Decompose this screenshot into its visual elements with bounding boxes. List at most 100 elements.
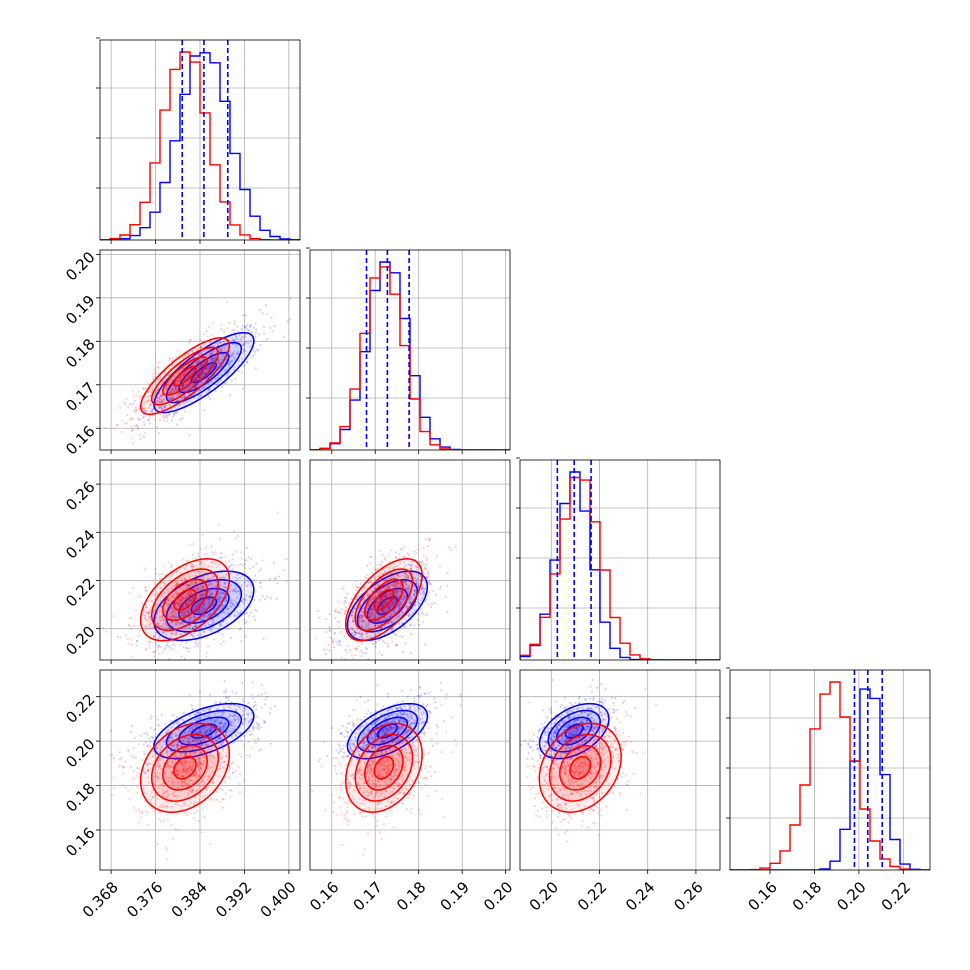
scatter-point	[211, 561, 214, 564]
scatter-point	[133, 400, 136, 403]
scatter-point	[144, 625, 147, 628]
scatter-point	[192, 565, 195, 568]
scatter-point	[188, 379, 191, 382]
scatter-point	[193, 579, 196, 583]
scatter-point	[219, 577, 223, 580]
scatter-point	[195, 362, 198, 365]
scatter-point	[401, 635, 404, 638]
scatter-point	[164, 626, 167, 629]
scatter-point	[236, 350, 239, 353]
scatter-point	[212, 357, 216, 360]
scatter-point	[134, 609, 137, 612]
scatter-point	[415, 578, 418, 581]
scatter-point	[266, 338, 269, 341]
scatter-point	[159, 395, 162, 398]
scatter-point	[373, 617, 376, 620]
scatter-point	[101, 626, 105, 630]
scatter-point	[151, 387, 154, 390]
scatter-point	[389, 603, 392, 607]
scatter-point	[188, 593, 192, 596]
scatter-point	[427, 581, 431, 585]
scatter-point	[150, 409, 153, 412]
scatter-point	[217, 359, 220, 362]
scatter-point	[217, 597, 220, 601]
scatter-point	[360, 616, 364, 619]
scatter-point	[167, 598, 170, 601]
scatter-point	[262, 719, 265, 722]
scatter-point	[211, 618, 214, 621]
scatter-point	[191, 582, 194, 585]
scatter-point	[171, 611, 174, 614]
scatter-point	[183, 576, 186, 580]
scatter-point	[360, 651, 363, 654]
scatter-point	[160, 400, 164, 404]
scatter-point	[213, 345, 216, 348]
scatter-point	[169, 390, 172, 393]
scatter-point	[185, 370, 188, 373]
scatter-point	[394, 585, 397, 588]
scatter-point	[157, 625, 161, 628]
scatter-point	[163, 419, 166, 423]
scatter-point	[256, 348, 259, 351]
scatter-point	[409, 623, 412, 626]
scatter-point	[203, 554, 206, 557]
scatter-point	[189, 616, 192, 619]
scatter-point	[209, 359, 212, 362]
scatter-point	[196, 564, 199, 567]
scatter-point	[151, 385, 154, 388]
scatter-point	[129, 418, 132, 421]
scatter-point	[233, 368, 236, 371]
scatter-point	[254, 351, 257, 354]
scatter-point	[169, 576, 172, 579]
scatter-point	[144, 741, 147, 744]
scatter-point	[183, 396, 186, 399]
scatter-point	[209, 397, 212, 400]
scatter-point	[174, 615, 177, 619]
scatter-point	[162, 584, 166, 587]
scatter-point	[185, 387, 188, 390]
scatter-point	[200, 363, 203, 366]
scatter-point	[446, 584, 449, 588]
scatter-point	[426, 559, 429, 562]
scatter-point	[183, 389, 186, 392]
scatter-point	[178, 378, 181, 381]
scatter-point	[422, 587, 425, 590]
scatter-point	[166, 383, 169, 387]
scatter-point	[383, 641, 386, 645]
scatter-point	[172, 389, 175, 392]
scatter-point	[415, 552, 418, 555]
scatter-point	[197, 608, 201, 611]
scatter-point	[153, 581, 156, 584]
scatter-point	[232, 589, 236, 592]
scatter-point	[244, 335, 247, 338]
scatter-point	[170, 620, 173, 623]
scatter-point	[175, 388, 178, 392]
scatter-point	[190, 598, 193, 601]
scatter-point	[245, 611, 249, 614]
scatter-point	[164, 377, 167, 380]
scatter-point	[188, 338, 192, 341]
scatter-point	[336, 643, 339, 646]
scatter-point	[383, 595, 386, 598]
scatter-point	[355, 664, 357, 666]
scatter-point	[368, 615, 371, 618]
scatter-point	[237, 370, 240, 373]
scatter-point	[208, 364, 211, 367]
scatter-point	[420, 599, 423, 602]
scatter-point	[223, 369, 226, 373]
scatter-point	[197, 604, 200, 607]
scatter-point	[208, 593, 211, 596]
scatter-point	[143, 732, 146, 735]
scatter-point	[184, 410, 187, 413]
scatter-point	[398, 603, 401, 606]
scatter-point	[156, 388, 159, 391]
scatter-point	[207, 590, 211, 593]
scatter-point	[203, 385, 207, 388]
scatter-point	[227, 695, 231, 699]
scatter-point	[340, 608, 343, 611]
scatter-point	[237, 582, 240, 585]
scatter-point	[175, 580, 178, 583]
scatter-point	[158, 419, 162, 422]
scatter-point	[254, 328, 258, 331]
scatter-point	[193, 645, 196, 648]
